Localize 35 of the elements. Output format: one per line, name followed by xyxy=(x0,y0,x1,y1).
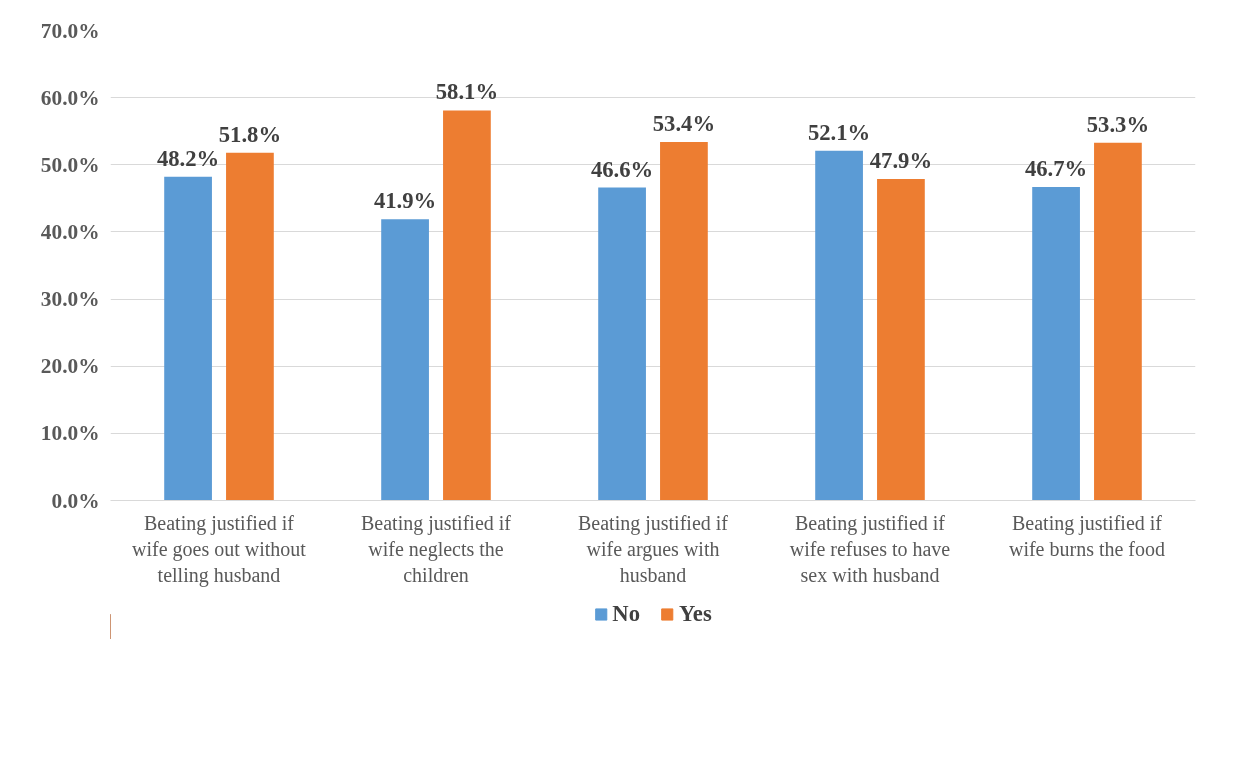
data-label: 46.7% xyxy=(1024,155,1088,181)
y-tick-label: 30.0% xyxy=(40,287,100,312)
data-label: 41.9% xyxy=(373,188,437,214)
data-label: 47.9% xyxy=(869,147,933,173)
bar xyxy=(381,219,429,501)
x-tick-label: Beating justified if wife argues with husband xyxy=(578,511,729,587)
y-tick-label: 40.0% xyxy=(40,219,100,244)
data-label: 52.1% xyxy=(807,119,871,145)
bar xyxy=(1032,186,1080,501)
data-label: 48.2% xyxy=(156,145,220,171)
data-label: 46.6% xyxy=(590,156,654,182)
data-label: 51.8% xyxy=(218,121,282,147)
data-label: 58.1% xyxy=(435,79,499,105)
y-tick-label: 10.0% xyxy=(40,421,100,446)
data-label: 53.3% xyxy=(1086,111,1150,137)
legend-label: No xyxy=(612,601,640,627)
x-tick-label: Beating justified if wife burns the food xyxy=(1008,511,1166,560)
bar xyxy=(815,150,863,501)
bar xyxy=(877,178,925,501)
x-tick-label: Beating justified if wife neglects the children xyxy=(361,511,512,587)
bar xyxy=(1094,142,1142,501)
data-label: 53.4% xyxy=(652,110,716,136)
bar xyxy=(598,187,646,501)
x-tick-label: Beating justified if wife goes out without telling husband xyxy=(132,511,307,588)
y-tick-label: 60.0% xyxy=(40,85,100,110)
bar xyxy=(660,141,708,501)
y-tick-label: 70.0% xyxy=(40,18,100,43)
bar xyxy=(164,176,212,501)
y-tick-label: 0.0% xyxy=(51,488,100,513)
y-tick-label: 20.0% xyxy=(40,354,100,379)
y-tick-label: 50.0% xyxy=(40,152,100,177)
legend-label: Yes xyxy=(678,601,712,627)
bar xyxy=(226,152,274,501)
x-tick-label: Beating justified if wife refuses to have sex with husband xyxy=(789,511,951,587)
bar xyxy=(443,110,491,501)
